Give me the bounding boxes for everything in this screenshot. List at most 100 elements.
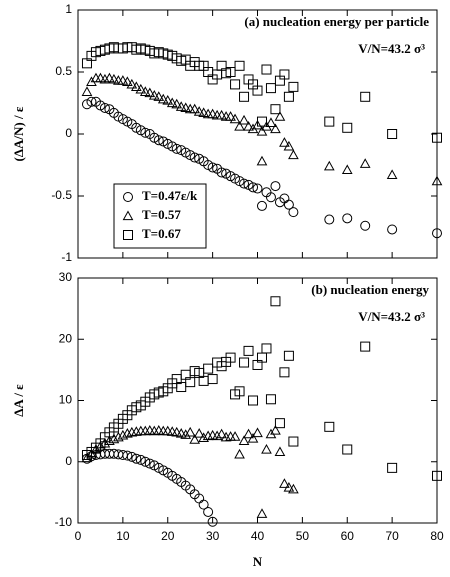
point [207,162,218,173]
point [279,69,290,80]
point [283,91,294,102]
point [239,91,250,102]
point [203,363,214,374]
point [180,429,192,439]
point [207,516,218,527]
point [279,137,290,147]
point [261,64,272,75]
point [288,436,299,447]
point [283,481,295,492]
point [265,192,276,203]
point [256,508,268,518]
y-tick-label: -0.5 [51,188,72,202]
point [225,67,236,77]
point [386,169,398,180]
point [189,103,201,114]
point [185,377,196,388]
point [122,210,134,221]
point [216,109,227,120]
point [229,431,241,441]
y-tick-label: -1 [61,250,72,264]
point [95,72,106,83]
point [144,87,156,98]
point [108,433,120,444]
point [431,175,443,186]
x-tick-label: 20 [161,529,175,543]
point [270,181,281,192]
point [341,164,353,175]
point [230,79,241,90]
point [157,93,169,104]
point [247,432,259,443]
point [225,431,236,441]
point [81,86,93,96]
point [252,427,263,438]
point [256,125,268,136]
point [135,83,147,94]
point [130,81,142,91]
point [207,429,218,440]
point [342,213,353,224]
point [274,418,285,429]
point [270,123,281,134]
point [238,114,250,125]
point [279,478,290,488]
y-axis-label: (ΔA/N) / ε [11,106,26,161]
point [153,424,165,435]
point [148,90,160,100]
point [117,75,129,85]
point [239,178,250,189]
point [342,444,353,455]
legend-box [113,183,207,249]
point [135,454,146,465]
point [117,429,129,440]
point [387,129,398,139]
point [203,506,214,517]
x-tick-label: 30 [206,529,220,543]
y-tick-label: 0 [65,126,72,140]
point [171,98,183,109]
point [261,443,272,454]
point [139,86,151,96]
point [234,60,245,71]
point [175,101,187,111]
point [256,155,268,166]
point [126,78,138,89]
point [239,357,250,368]
point [432,470,442,481]
point [234,448,245,459]
point [131,453,142,464]
point [252,85,263,96]
point [207,374,218,385]
point [104,72,115,83]
point [360,91,371,102]
point [216,167,227,178]
point [243,121,254,131]
point [86,96,97,107]
point [175,428,187,438]
point [288,207,299,218]
point [360,220,371,231]
point [288,81,299,92]
point [166,97,178,108]
point [162,94,174,105]
legend-label: T=0.67 [142,226,181,241]
point [324,214,335,225]
point [252,183,263,194]
annotation: V/N=43.2 σ³ [358,309,425,324]
point [342,122,353,133]
annotation: (b) nucleation energy [311,282,429,297]
point [198,499,209,510]
point [243,428,254,439]
point [140,456,151,467]
point [171,426,183,437]
point [387,224,398,235]
x-axis-label: N [253,554,263,569]
point [144,458,155,469]
point [122,76,133,87]
point [274,111,286,121]
annotation: V/N=43.2 σ³ [358,41,425,56]
point [432,132,442,143]
point [162,425,174,436]
legend-label: T=0.57 [142,207,181,222]
